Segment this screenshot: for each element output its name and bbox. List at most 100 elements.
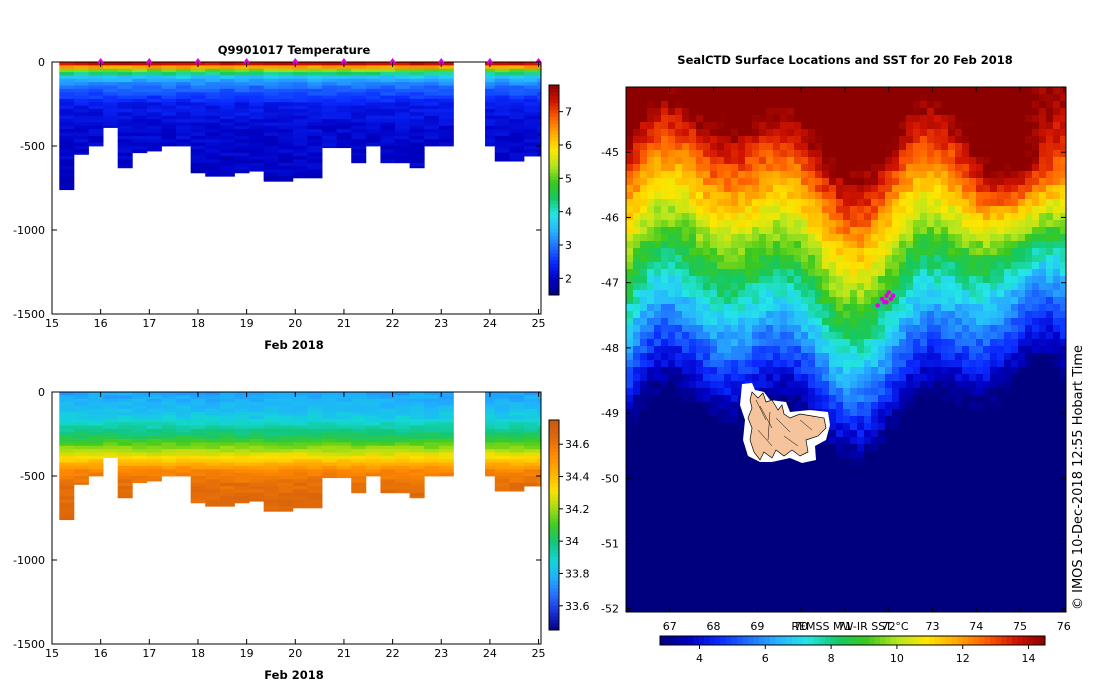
sst-cell — [990, 276, 998, 284]
sst-cell — [703, 178, 711, 186]
sst-cell — [955, 199, 963, 207]
sst-cell — [941, 213, 949, 221]
section-cell — [278, 95, 294, 100]
section-cell — [438, 122, 454, 127]
sst-cell — [633, 367, 641, 375]
sst-cell — [640, 262, 648, 270]
section-cell — [219, 139, 235, 144]
sst-cell — [738, 101, 746, 109]
section-cell — [424, 129, 440, 133]
profile-column — [395, 392, 411, 494]
sst-cell — [675, 101, 683, 109]
sst-cell — [829, 213, 837, 221]
sst-cell — [626, 157, 634, 165]
section-cell — [307, 122, 323, 127]
sst-cell — [682, 304, 690, 312]
section-cell — [380, 112, 396, 117]
sst-cell — [927, 122, 935, 130]
sst-cell — [731, 213, 739, 221]
sst-cell — [787, 199, 795, 207]
sst-cell — [1039, 108, 1047, 116]
sst-cell — [941, 220, 949, 228]
sst-cell — [773, 185, 781, 193]
sst-cell — [661, 150, 669, 158]
section-cell — [438, 95, 454, 100]
colorbar-swatch — [549, 570, 559, 575]
sst-cell — [1018, 178, 1026, 186]
sst-cell — [1011, 206, 1019, 214]
sst-cell — [983, 311, 991, 319]
sst-cell — [892, 367, 900, 375]
section-cell — [523, 432, 538, 437]
sst-cell — [829, 171, 837, 179]
sst-cell — [724, 157, 732, 165]
sst-cell — [801, 318, 809, 326]
sst-cell — [759, 143, 767, 151]
section-cell — [292, 432, 308, 437]
section-cell — [88, 105, 104, 110]
section-cell — [485, 439, 496, 443]
sst-cell — [857, 206, 865, 214]
sst-cell — [1060, 367, 1067, 375]
section-cell — [146, 102, 162, 107]
sst-cell — [829, 353, 837, 361]
sst-cell — [997, 283, 1005, 291]
sst-cell — [1025, 213, 1033, 221]
sst-cell — [689, 199, 697, 207]
sst-cell — [871, 269, 879, 277]
section-cell — [537, 102, 542, 107]
section-cell — [395, 119, 411, 123]
section-cell — [395, 156, 411, 160]
section-cell — [424, 465, 440, 470]
sst-cell — [864, 171, 872, 179]
section-cell — [263, 75, 279, 80]
colorbar-swatch — [549, 493, 559, 498]
sst-cell — [738, 227, 746, 235]
colorbar-swatch — [549, 486, 559, 491]
sst-cell — [787, 248, 795, 256]
section-cell — [438, 102, 454, 107]
sst-cell — [794, 255, 802, 263]
sst-cell — [1018, 388, 1026, 396]
sst-cell — [1039, 171, 1047, 179]
sst-cell — [948, 143, 956, 151]
sst-cell — [794, 136, 802, 144]
section-cell — [59, 166, 75, 170]
section-cell — [234, 119, 250, 123]
sst-cell — [752, 325, 760, 333]
sst-cell — [710, 157, 718, 165]
section-cell — [395, 85, 411, 90]
sst-cell — [787, 297, 795, 305]
section-cell — [537, 135, 542, 140]
colorbar-swatch — [549, 591, 559, 596]
section-cell — [523, 149, 538, 154]
sst-cell — [654, 220, 662, 228]
sst-cell — [1039, 346, 1047, 354]
section-cell — [117, 442, 133, 447]
section-cell — [117, 115, 133, 120]
section-cell — [73, 415, 89, 420]
section-cell — [494, 445, 510, 450]
colorbar-swatch — [549, 193, 559, 198]
sst-cell — [983, 227, 991, 235]
sst-cell — [773, 297, 781, 305]
sst-cell — [934, 206, 942, 214]
sst-cell — [836, 262, 844, 270]
section-cell — [132, 392, 148, 396]
sst-cell — [668, 129, 676, 137]
section-cell — [103, 112, 119, 117]
section-cell — [234, 92, 250, 96]
section-cell — [234, 482, 250, 487]
section-cell — [485, 65, 496, 70]
sst-cell — [1011, 101, 1019, 109]
section-cell — [336, 102, 352, 107]
colorbar-tick-label: 3 — [565, 239, 572, 252]
sst-cell — [878, 185, 886, 193]
sst-cell — [1046, 136, 1054, 144]
sst-cell — [654, 122, 662, 130]
sst-cell — [675, 143, 683, 151]
sst-cell — [892, 269, 900, 277]
section-cell — [88, 129, 104, 133]
section-cell — [307, 129, 323, 133]
section-cell — [409, 392, 425, 396]
